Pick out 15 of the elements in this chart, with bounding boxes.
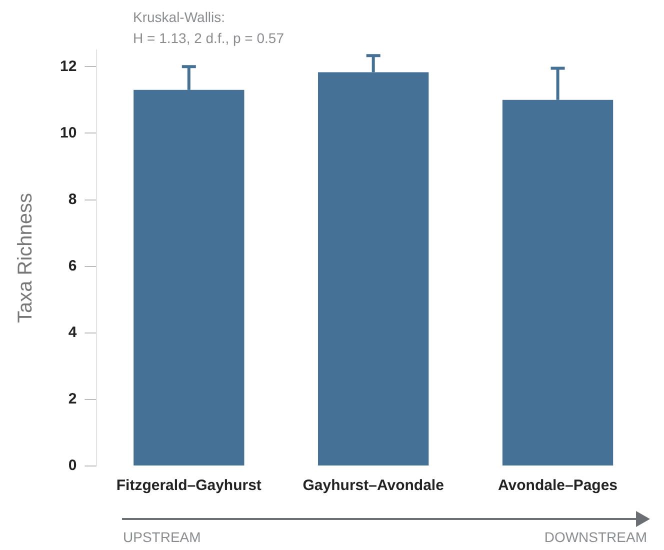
y-tick-label: 12	[60, 58, 77, 75]
y-tick-label: 10	[60, 124, 77, 142]
y-tick-label: 0	[68, 457, 77, 474]
x-tick-label: Gayhurst–Avondale	[302, 477, 444, 494]
x-tick-label: Fitzgerald–Gayhurst	[116, 477, 262, 494]
y-tick-label: 6	[68, 257, 77, 274]
text: DOWNSTREAM	[544, 528, 647, 545]
text: H = 1.13, 2 d.f., p = 0.57	[133, 30, 284, 46]
y-axis-title: Taxa Richness	[14, 192, 37, 324]
y-tick-label: 2	[68, 390, 77, 408]
text: UPSTREAM	[123, 528, 201, 545]
y-tick-label: 8	[68, 190, 77, 208]
y-tick-label: 4	[68, 324, 78, 342]
x-tick-label: Avondale–Pages	[498, 477, 618, 494]
text: Kruskal-Wallis:	[133, 8, 226, 25]
